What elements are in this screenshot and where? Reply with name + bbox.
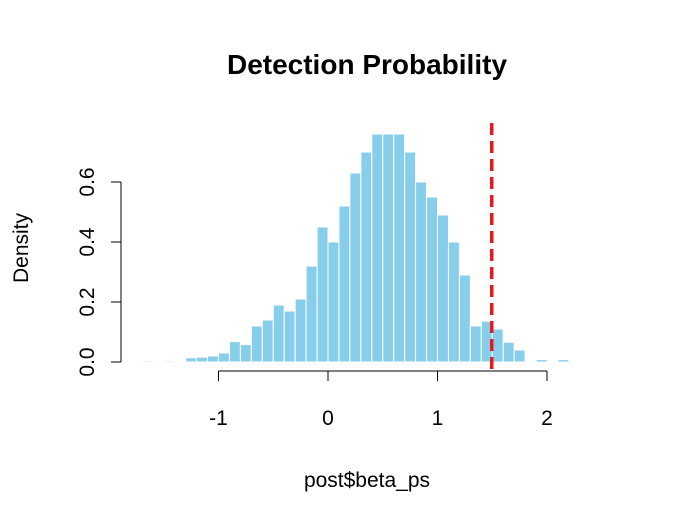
y-tick-label: 0.2 xyxy=(76,287,99,316)
histogram-bar xyxy=(382,133,395,363)
x-tick-label: 1 xyxy=(432,407,444,430)
y-axis-label: Density xyxy=(10,212,33,283)
histogram-bar xyxy=(228,341,241,363)
x-axis-label: post$beta_ps xyxy=(304,469,430,492)
histogram-bar xyxy=(469,325,482,363)
histogram-bar xyxy=(207,355,220,363)
histogram-bar xyxy=(393,133,406,363)
histogram-bar xyxy=(458,274,471,363)
y-tick-label: 0.6 xyxy=(76,167,99,196)
y-tick-label: 0.4 xyxy=(76,227,99,257)
histogram-bar xyxy=(426,196,438,363)
histogram-bar xyxy=(283,310,296,363)
histogram-bars xyxy=(141,133,570,363)
histogram-bar xyxy=(250,325,263,363)
histogram-bar xyxy=(371,133,384,363)
histogram-bar xyxy=(294,298,307,363)
histogram-bar xyxy=(196,356,209,363)
histogram-bar xyxy=(404,151,417,363)
histogram-bar xyxy=(141,360,154,363)
histogram-bar xyxy=(327,241,340,363)
histogram-bar xyxy=(513,349,526,363)
y-tick-label: 0.0 xyxy=(76,347,99,376)
histogram-bar xyxy=(535,359,548,363)
x-tick-label: 2 xyxy=(541,407,553,430)
x-axis: -1 0 1 2 xyxy=(209,370,553,430)
histogram-bar xyxy=(185,357,198,363)
histogram-bar xyxy=(239,344,252,363)
histogram-bar xyxy=(218,352,230,363)
histogram-bar xyxy=(557,359,570,363)
histogram-bar xyxy=(338,205,351,363)
histogram-bar xyxy=(491,328,504,363)
histogram-bar xyxy=(316,226,329,363)
y-axis: 0.0 0.2 0.4 0.6 xyxy=(76,167,122,377)
histogram-bar xyxy=(360,151,373,363)
x-tick-label: -1 xyxy=(209,407,228,430)
histogram-bar xyxy=(305,265,318,363)
x-tick-label: 0 xyxy=(322,407,334,430)
histogram-bar xyxy=(447,241,460,363)
histogram-bar xyxy=(437,214,449,363)
histogram-bar xyxy=(502,341,515,363)
histogram-bar xyxy=(415,181,428,363)
histogram-bar xyxy=(163,360,176,363)
histogram-bar xyxy=(349,172,362,363)
histogram-bar xyxy=(272,304,285,363)
chart-title: Detection Probability xyxy=(227,49,507,80)
histogram-bar xyxy=(261,319,274,363)
